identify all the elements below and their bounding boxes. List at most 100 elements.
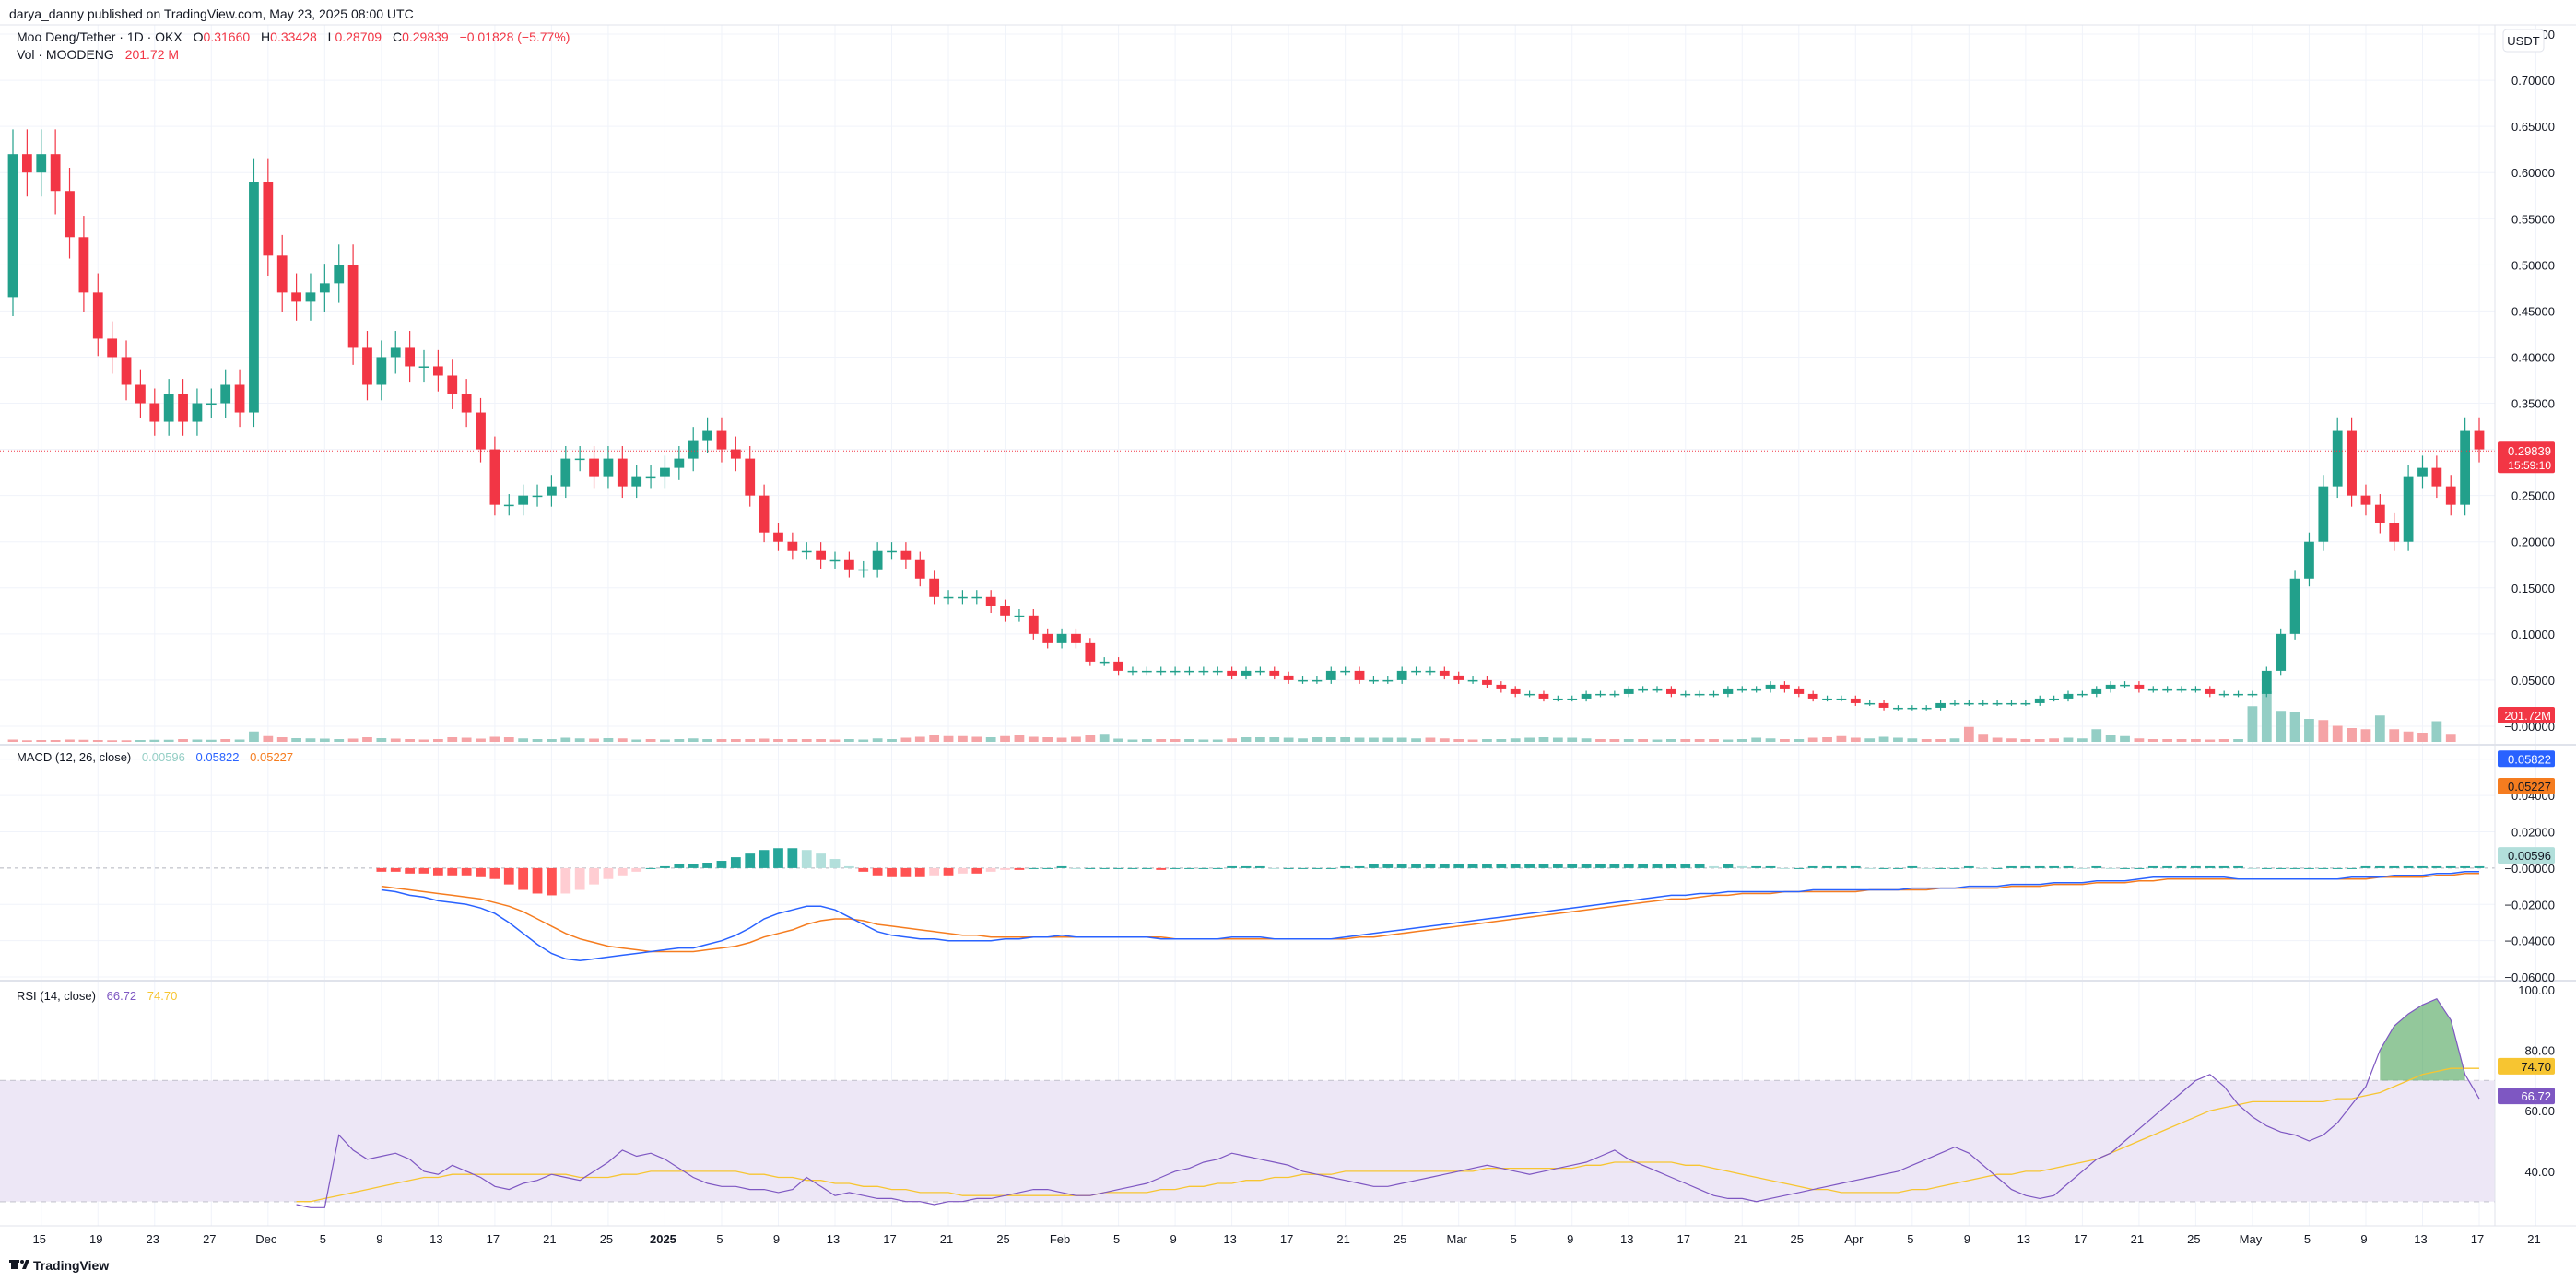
candle[interactable] [206, 388, 217, 418]
candle[interactable] [121, 340, 132, 401]
candle[interactable] [1850, 695, 1861, 706]
candle[interactable] [1014, 609, 1025, 622]
candle[interactable] [660, 455, 670, 489]
candle[interactable] [405, 331, 416, 383]
candle[interactable] [2304, 532, 2314, 587]
candle[interactable] [78, 216, 89, 312]
candle[interactable] [1099, 657, 1110, 666]
candle[interactable] [1453, 671, 1464, 684]
candle[interactable] [2134, 681, 2145, 693]
candle[interactable] [1638, 686, 1649, 693]
candle[interactable] [2276, 628, 2287, 676]
candle[interactable] [1467, 676, 1478, 684]
candle[interactable] [1127, 666, 1138, 676]
candle[interactable] [1609, 690, 1620, 698]
candle[interactable] [1807, 690, 1818, 702]
candle[interactable] [2417, 455, 2428, 489]
candle[interactable] [872, 542, 883, 578]
candle[interactable] [929, 570, 940, 605]
candle[interactable] [1935, 700, 1946, 711]
candle[interactable] [2063, 690, 2074, 702]
candle[interactable] [2261, 666, 2272, 698]
candle[interactable] [2147, 686, 2158, 693]
candle[interactable] [716, 417, 727, 463]
candle[interactable] [1340, 666, 1351, 676]
candle[interactable] [249, 158, 259, 428]
candle[interactable] [518, 484, 529, 516]
candle[interactable] [2360, 484, 2371, 516]
candle[interactable] [759, 484, 770, 543]
candle[interactable] [2120, 681, 2130, 688]
candle[interactable] [2332, 417, 2343, 499]
candle[interactable] [1694, 690, 1705, 698]
candle[interactable] [2105, 681, 2116, 693]
candle[interactable] [7, 129, 18, 317]
candle[interactable] [730, 436, 741, 472]
candle[interactable] [92, 273, 103, 357]
candle[interactable] [2176, 686, 2187, 693]
candle[interactable] [787, 532, 798, 560]
candle[interactable] [2289, 570, 2300, 640]
candle[interactable] [1794, 686, 1805, 698]
candle[interactable] [1921, 705, 1932, 711]
candle[interactable] [1751, 686, 1762, 693]
candle[interactable] [1113, 657, 1123, 676]
candle[interactable] [319, 264, 330, 312]
candle[interactable] [2347, 417, 2357, 507]
candle[interactable] [1482, 676, 1492, 688]
candle[interactable] [887, 542, 897, 560]
candle[interactable] [1085, 638, 1096, 666]
candle[interactable] [135, 369, 146, 418]
candle[interactable] [276, 234, 288, 312]
candle[interactable] [688, 427, 699, 472]
candle[interactable] [1425, 666, 1436, 676]
candle[interactable] [1510, 686, 1521, 698]
candle[interactable] [362, 331, 372, 401]
candle[interactable] [2034, 695, 2045, 706]
candle[interactable] [2247, 690, 2258, 698]
candle[interactable] [1581, 690, 1592, 702]
candle[interactable] [36, 129, 47, 197]
time-axis[interactable]: 15 19 23 27 Dec 5 9 13 17 21 25 2025 5 9 13 17 21 25 Feb 5 9… [33, 1232, 2576, 1246]
candle[interactable] [1907, 705, 1918, 711]
candle[interactable] [1822, 695, 1832, 702]
candle[interactable] [1184, 666, 1194, 676]
candle[interactable] [801, 542, 812, 560]
candle[interactable] [1665, 686, 1676, 698]
candle[interactable] [1056, 628, 1067, 649]
candle[interactable] [1241, 666, 1252, 680]
candle[interactable] [447, 359, 458, 409]
candle[interactable] [65, 167, 75, 259]
candle[interactable] [2474, 417, 2485, 463]
candle[interactable] [617, 445, 628, 499]
candle[interactable] [1071, 628, 1081, 649]
candle[interactable] [1765, 681, 1776, 693]
candle[interactable] [2233, 690, 2243, 698]
candle[interactable] [858, 560, 869, 578]
candle[interactable] [1325, 666, 1336, 684]
rsi-legend[interactable]: RSI (14, close) 66.72 74.70 [17, 989, 177, 1003]
candle[interactable] [1963, 700, 1974, 706]
candle[interactable] [1382, 676, 1394, 684]
candle[interactable] [376, 340, 387, 401]
candle[interactable] [2020, 700, 2031, 706]
candle[interactable] [1878, 700, 1889, 711]
candle[interactable] [263, 158, 274, 276]
candle[interactable] [1709, 690, 1719, 698]
candle[interactable] [2218, 690, 2229, 698]
candle[interactable] [305, 273, 316, 321]
candle[interactable] [1723, 686, 1734, 698]
candle[interactable] [702, 417, 712, 453]
candle[interactable] [1978, 700, 1989, 706]
candle[interactable] [843, 551, 854, 578]
candle[interactable] [163, 379, 174, 436]
candle[interactable] [1269, 666, 1280, 680]
candle[interactable] [2431, 455, 2442, 499]
candle[interactable] [1680, 690, 1691, 698]
candle[interactable] [1552, 695, 1563, 702]
candle[interactable] [1212, 666, 1223, 676]
candle[interactable] [532, 484, 543, 507]
candle[interactable] [149, 388, 160, 436]
candle[interactable] [547, 475, 557, 507]
